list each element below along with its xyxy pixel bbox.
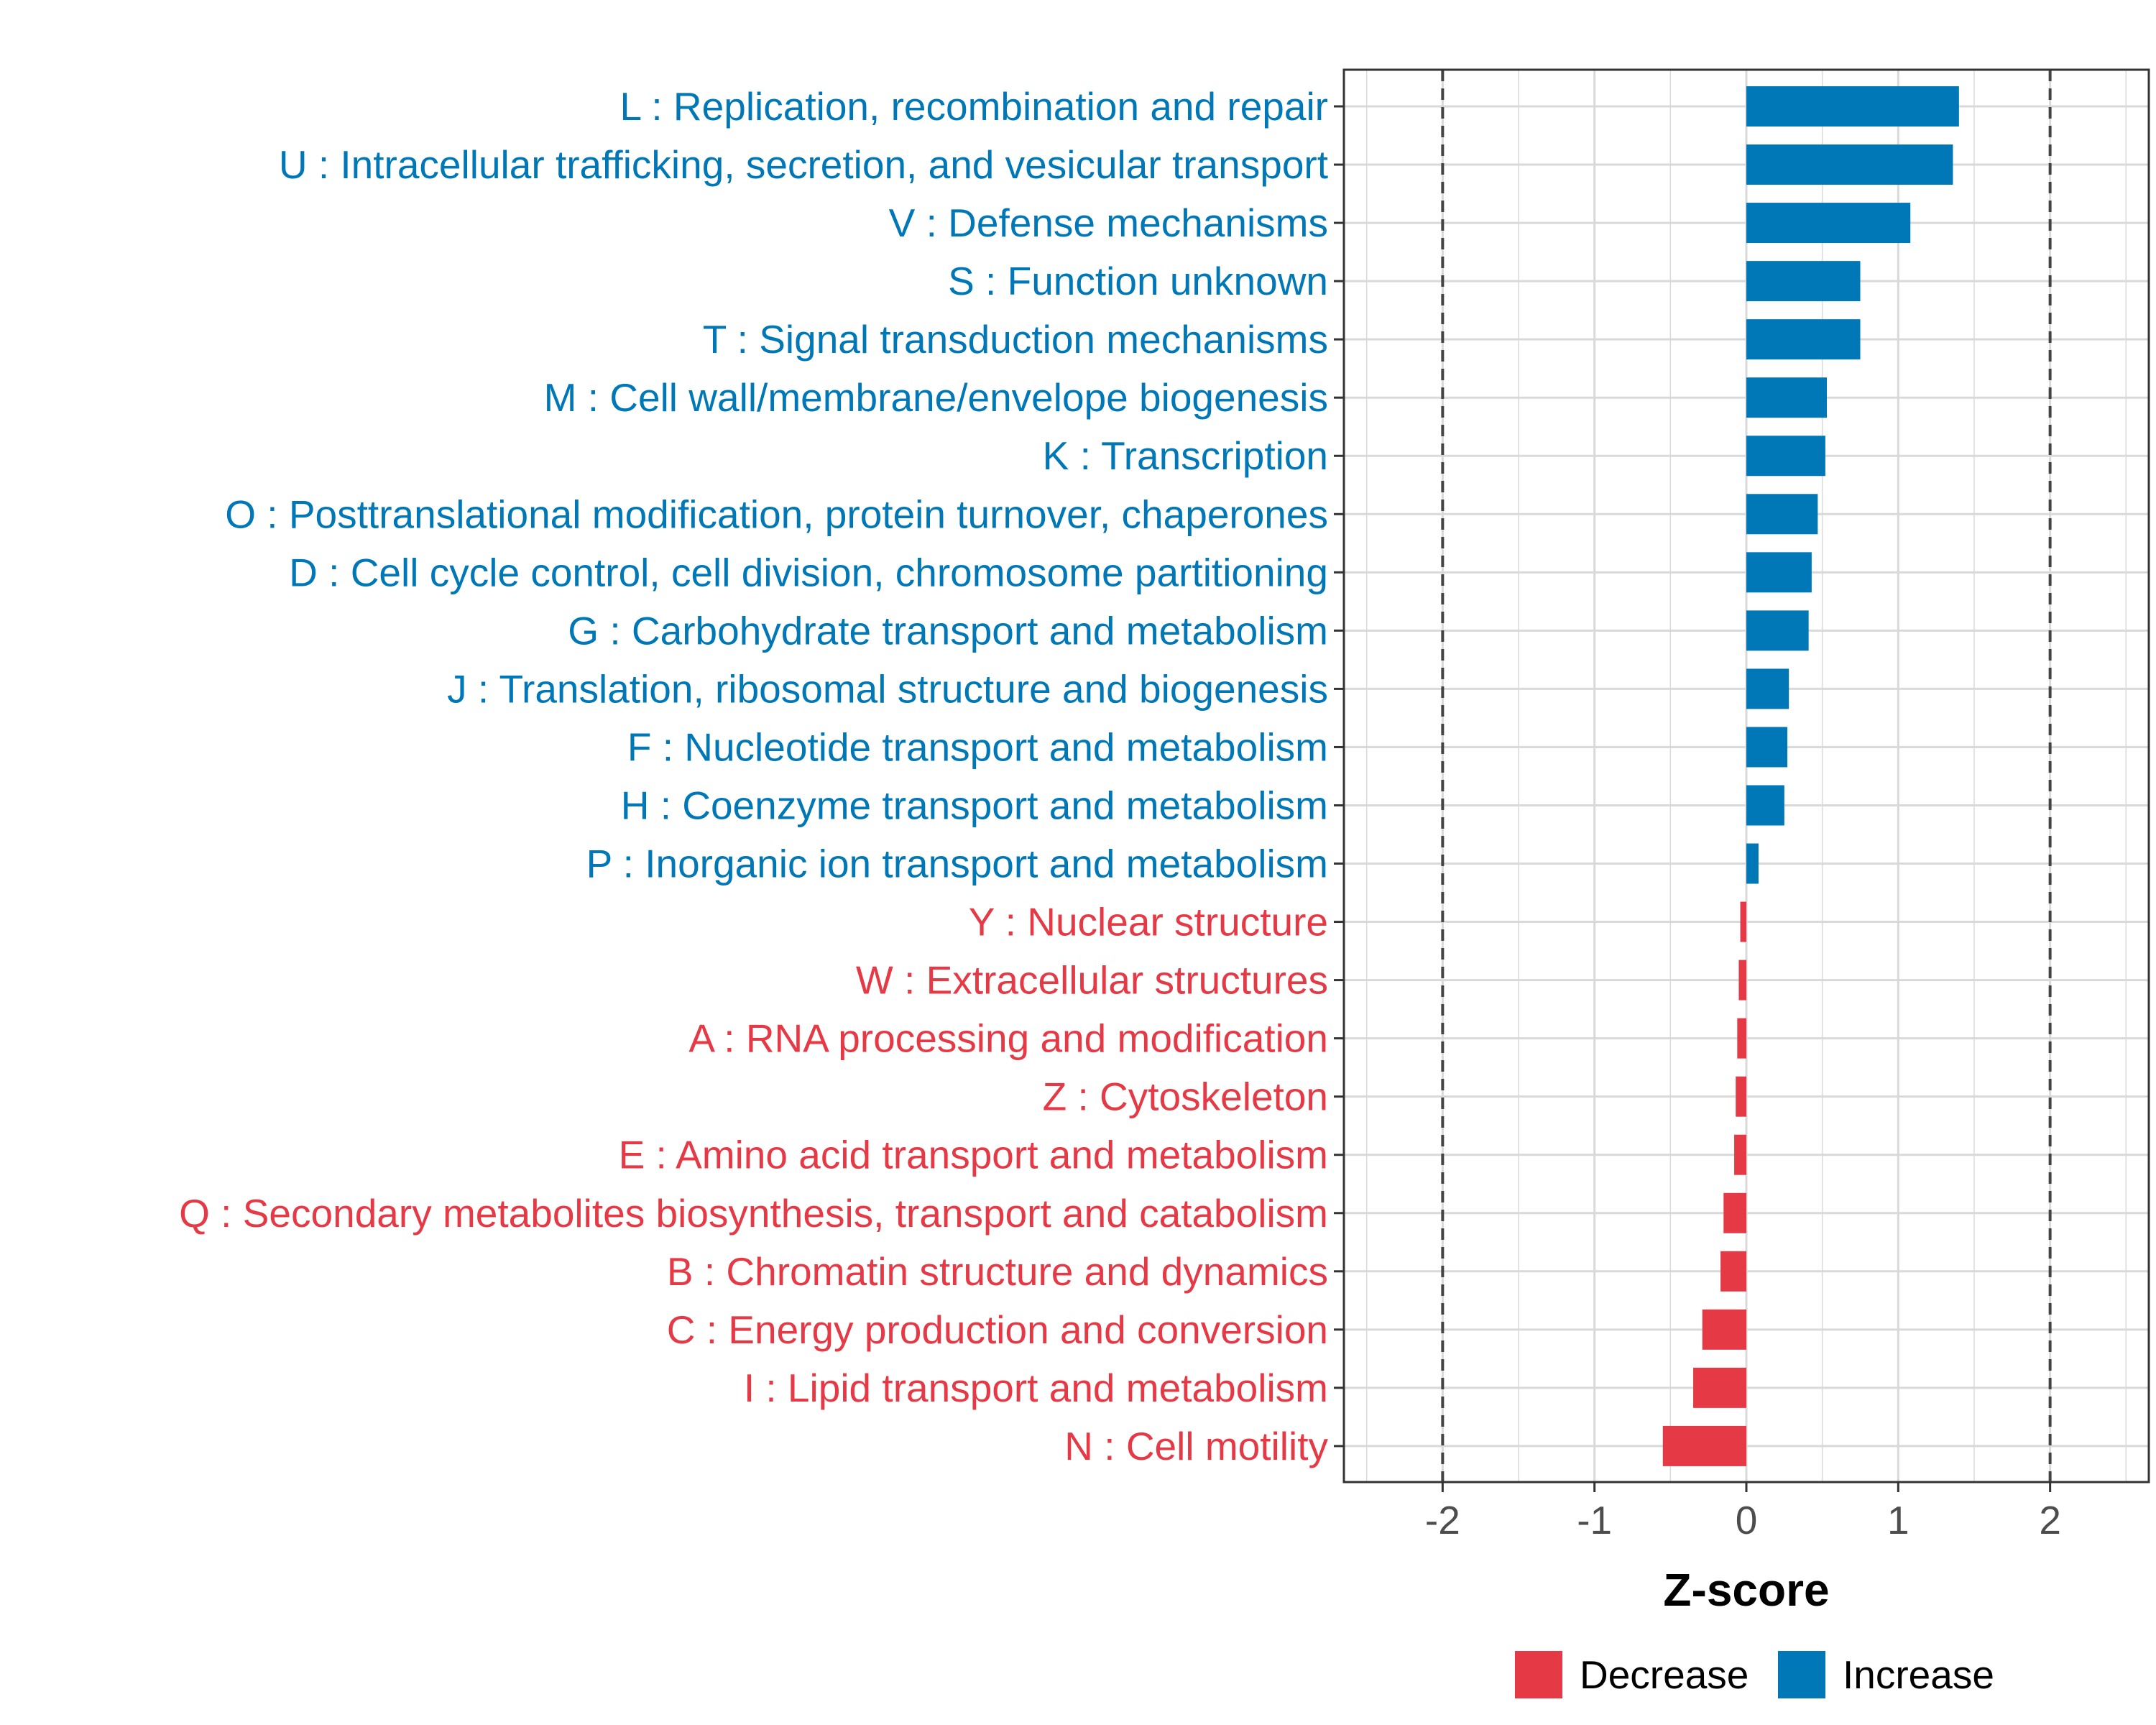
category-label: H : Coenzyme transport and metabolism	[621, 783, 1328, 827]
bar	[1737, 1018, 1746, 1059]
x-axis-title: Z-score	[1663, 1564, 1829, 1616]
x-axis: -2 -1 0 1 2	[1425, 1482, 2061, 1542]
x-tick-label: -2	[1425, 1498, 1460, 1542]
category-label: Z : Cytoskeleton	[1043, 1075, 1328, 1119]
bar	[1740, 901, 1746, 942]
bar	[1723, 1192, 1746, 1233]
bar	[1738, 960, 1746, 1000]
category-label: O : Posttranslational modification, prot…	[225, 492, 1328, 536]
legend-label: Decrease	[1580, 1652, 1749, 1697]
category-label: I : Lipid transport and metabolism	[744, 1366, 1328, 1410]
category-label: T : Signal transduction mechanisms	[703, 317, 1328, 362]
bar	[1662, 1425, 1746, 1466]
bar	[1746, 436, 1825, 477]
bar	[1746, 668, 1789, 709]
category-label: D : Cell cycle control, cell division, c…	[289, 550, 1328, 594]
x-tick-label: -1	[1577, 1498, 1612, 1542]
bar	[1693, 1367, 1746, 1408]
bar	[1734, 1134, 1746, 1175]
category-label: P : Inorganic ion transport and metaboli…	[586, 842, 1328, 886]
x-tick-label: 2	[2039, 1498, 2061, 1542]
bar	[1746, 727, 1788, 768]
bar	[1746, 203, 1911, 244]
reference-lines	[1441, 70, 2052, 1482]
category-label: A : RNA processing and modification	[688, 1016, 1328, 1061]
bar	[1746, 785, 1784, 826]
x-tick-label: 0	[1736, 1498, 1758, 1542]
bar	[1746, 377, 1827, 418]
category-label: F : Nucleotide transport and metabolism	[627, 724, 1328, 769]
category-label: E : Amino acid transport and metabolism	[619, 1133, 1328, 1177]
legend-label: Increase	[1843, 1652, 1994, 1697]
bar	[1702, 1309, 1746, 1350]
category-label: C : Energy production and conversion	[667, 1307, 1328, 1352]
category-label: W : Extracellular structures	[856, 958, 1328, 1003]
bars	[1662, 86, 1959, 1466]
bar	[1746, 494, 1818, 535]
y-axis: L : Replication, recombination and repai…	[179, 84, 1344, 1468]
category-label: B : Chromatin structure and dynamics	[667, 1249, 1328, 1294]
bar	[1746, 552, 1812, 593]
legend-swatch	[1515, 1651, 1562, 1698]
category-label: U : Intracellular trafficking, secretion…	[279, 142, 1328, 187]
bar	[1746, 261, 1861, 302]
legend-swatch	[1778, 1651, 1825, 1698]
bar	[1746, 319, 1861, 360]
category-label: Q : Secondary metabolites biosynthesis, …	[179, 1191, 1328, 1236]
category-label: K : Transcription	[1043, 433, 1328, 478]
bar	[1736, 1076, 1746, 1117]
category-label: G : Carbohydrate transport and metabolis…	[568, 608, 1328, 653]
category-label: L : Replication, recombination and repai…	[620, 84, 1328, 129]
category-label: J : Translation, ribosomal structure and…	[447, 666, 1328, 711]
category-label: Y : Nuclear structure	[969, 900, 1328, 944]
legend: Decrease Increase	[1515, 1651, 1994, 1698]
bar	[1746, 610, 1809, 651]
x-tick-label: 1	[1887, 1498, 1909, 1542]
category-label: S : Function unknown	[948, 259, 1328, 303]
bar	[1720, 1251, 1746, 1292]
category-label: N : Cell motility	[1064, 1424, 1328, 1468]
bar	[1746, 843, 1759, 884]
bar	[1746, 86, 1959, 126]
category-label: V : Defense mechanisms	[889, 201, 1328, 245]
bar	[1746, 144, 1953, 185]
category-label: M : Cell wall/membrane/envelope biogenes…	[544, 375, 1328, 420]
